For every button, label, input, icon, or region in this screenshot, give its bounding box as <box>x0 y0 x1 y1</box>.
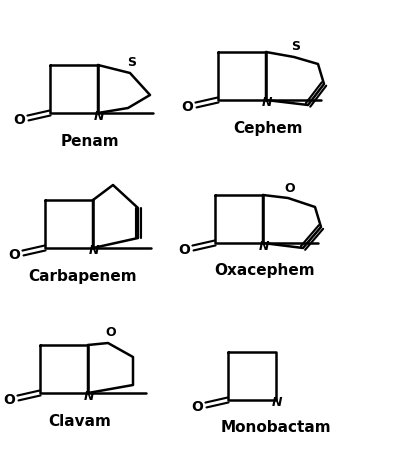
Text: N: N <box>89 244 99 258</box>
Text: Penam: Penam <box>61 133 119 148</box>
Text: S: S <box>128 57 137 70</box>
Text: Carbapenem: Carbapenem <box>29 268 137 284</box>
Text: O: O <box>181 100 193 114</box>
Text: Oxacephem: Oxacephem <box>215 263 315 278</box>
Text: O: O <box>13 113 25 127</box>
Text: O: O <box>178 243 190 257</box>
Text: O: O <box>3 393 15 407</box>
Text: N: N <box>262 97 272 109</box>
Text: N: N <box>272 397 282 409</box>
Text: N: N <box>94 109 104 122</box>
Text: S: S <box>291 41 301 54</box>
Text: O: O <box>106 326 116 340</box>
Text: Clavam: Clavam <box>49 414 111 429</box>
Text: Cephem: Cephem <box>233 121 303 136</box>
Text: O: O <box>285 181 295 195</box>
Text: N: N <box>259 239 269 252</box>
Text: O: O <box>8 248 20 262</box>
Text: Monobactam: Monobactam <box>221 421 331 436</box>
Text: O: O <box>191 400 203 414</box>
Text: N: N <box>84 390 94 403</box>
